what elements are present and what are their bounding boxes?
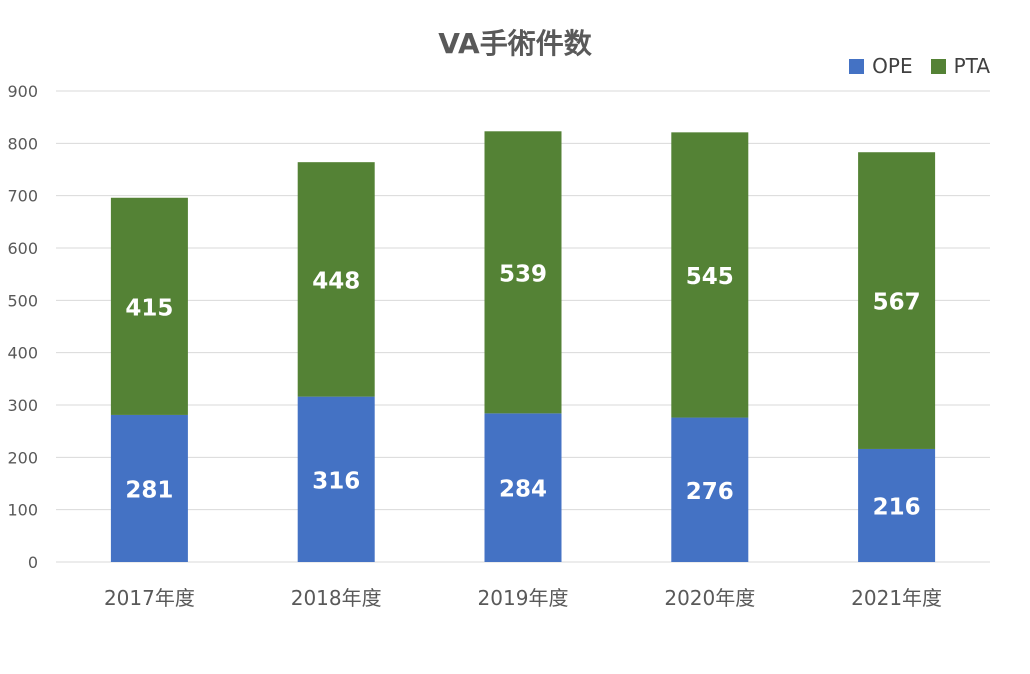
legend-item-ope: OPE [849,54,913,78]
data-label: 545 [686,264,734,290]
data-label: 448 [312,268,360,294]
bar-pta [484,131,562,414]
y-tick-label: 400 [7,344,38,363]
chart-legend: OPE PTA [849,54,990,78]
y-tick-label: 800 [7,134,38,153]
x-tick-label: 2020年度 [664,586,755,610]
y-tick-label: 300 [7,396,38,415]
legend-label-pta: PTA [953,54,990,78]
bar-pta [110,197,188,415]
y-tick-label: 700 [7,187,38,206]
y-tick-label: 200 [7,448,38,467]
bar-pta [297,162,375,397]
data-label: 284 [499,477,547,503]
bar-ope [671,417,749,562]
x-tick-label: 2021年度 [851,586,942,610]
data-label: 539 [499,261,547,287]
y-tick-label: 900 [7,82,38,101]
data-label: 216 [873,494,921,520]
bars [110,131,936,562]
data-label: 276 [686,479,734,505]
bar-pta [858,152,936,449]
legend-swatch-ope [849,58,865,74]
data-labels: 281 415 316 448 284 539 276 545 216 567 [125,261,920,520]
bar-ope [297,396,375,562]
legend-label-ope: OPE [872,54,913,78]
x-tick-label: 2017年度 [104,586,195,610]
x-tick-label: 2018年度 [291,586,382,610]
bar-ope [110,414,188,562]
data-label: 281 [125,477,173,503]
y-axis-ticks: 0 100 200 300 400 500 600 700 800 900 [7,82,38,572]
legend-swatch-pta [930,58,946,74]
bar-pta [671,132,749,418]
y-tick-label: 100 [7,501,38,520]
bar-ope [484,413,562,562]
legend-item-pta: PTA [930,54,990,78]
y-tick-label: 500 [7,291,38,310]
data-label: 567 [873,290,921,316]
x-axis-ticks: 2017年度 2018年度 2019年度 2020年度 2021年度 [104,586,942,610]
x-tick-label: 2019年度 [478,586,569,610]
y-tick-label: 600 [7,239,38,258]
bar-ope [858,448,936,562]
chart-title: VA手術件数 [438,27,592,60]
data-label: 316 [312,468,360,494]
data-label: 415 [125,295,173,321]
y-tick-label: 0 [28,553,38,572]
